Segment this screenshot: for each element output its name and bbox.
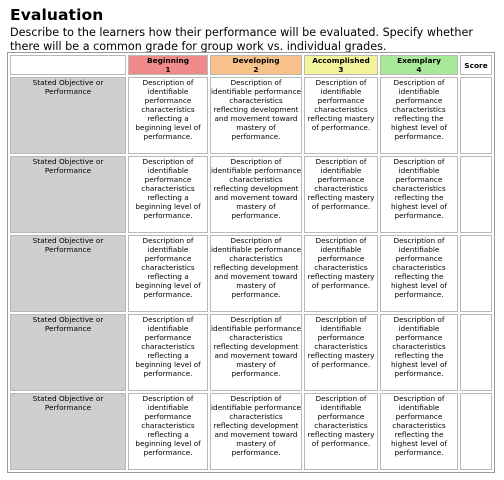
header-exemplary-level: 4 bbox=[416, 65, 422, 74]
header-beginning: Beginning 1 bbox=[128, 55, 208, 75]
score-cell[interactable] bbox=[460, 314, 492, 391]
score-cell[interactable] bbox=[460, 235, 492, 312]
beginning-description: Description of identifiable performance … bbox=[128, 235, 208, 312]
header-developing: Developing 2 bbox=[210, 55, 302, 75]
developing-description: Description of identifiable performance … bbox=[210, 314, 302, 391]
header-developing-level: 2 bbox=[253, 65, 259, 74]
accomplished-description: Description of identifiable performance … bbox=[304, 156, 378, 233]
rubric-row: Stated Objective or Performance Descript… bbox=[10, 235, 492, 312]
exemplary-description: Description of identifiable performance … bbox=[380, 393, 458, 470]
objective-cell: Stated Objective or Performance bbox=[10, 235, 126, 312]
rubric-row: Stated Objective or Performance Descript… bbox=[10, 77, 492, 154]
objective-cell: Stated Objective or Performance bbox=[10, 156, 126, 233]
header-exemplary: Exemplary 4 bbox=[380, 55, 458, 75]
objective-cell: Stated Objective or Performance bbox=[10, 314, 126, 391]
exemplary-description: Description of identifiable performance … bbox=[380, 156, 458, 233]
header-blank-cell bbox=[10, 55, 126, 75]
header-accomplished-level: 3 bbox=[338, 65, 344, 74]
accomplished-description: Description of identifiable performance … bbox=[304, 235, 378, 312]
accomplished-description: Description of identifiable performance … bbox=[304, 314, 378, 391]
accomplished-description: Description of identifiable performance … bbox=[304, 393, 378, 470]
rubric-row: Stated Objective or Performance Descript… bbox=[10, 393, 492, 470]
header-beginning-label: Beginning bbox=[146, 56, 190, 65]
accomplished-description: Description of identifiable performance … bbox=[304, 77, 378, 154]
score-cell[interactable] bbox=[460, 156, 492, 233]
objective-cell: Stated Objective or Performance bbox=[10, 393, 126, 470]
rubric-row: Stated Objective or Performance Descript… bbox=[10, 156, 492, 233]
beginning-description: Description of identifiable performance … bbox=[128, 393, 208, 470]
exemplary-description: Description of identifiable performance … bbox=[380, 77, 458, 154]
rubric-row: Stated Objective or Performance Descript… bbox=[10, 314, 492, 391]
header-beginning-level: 1 bbox=[165, 65, 171, 74]
header-developing-label: Developing bbox=[232, 56, 280, 65]
objective-cell: Stated Objective or Performance bbox=[10, 77, 126, 154]
beginning-description: Description of identifiable performance … bbox=[128, 156, 208, 233]
header-score: Score bbox=[460, 55, 492, 75]
header-accomplished: Accomplished 3 bbox=[304, 55, 378, 75]
developing-description: Description of identifiable performance … bbox=[210, 235, 302, 312]
header-exemplary-label: Exemplary bbox=[397, 56, 441, 65]
rubric-header-row: Beginning 1 Developing 2 Accomplished 3 … bbox=[10, 55, 492, 75]
beginning-description: Description of identifiable performance … bbox=[128, 77, 208, 154]
header-accomplished-label: Accomplished bbox=[312, 56, 370, 65]
beginning-description: Description of identifiable performance … bbox=[128, 314, 208, 391]
exemplary-description: Description of identifiable performance … bbox=[380, 314, 458, 391]
score-cell[interactable] bbox=[460, 77, 492, 154]
developing-description: Description of identifiable performance … bbox=[210, 77, 302, 154]
exemplary-description: Description of identifiable performance … bbox=[380, 235, 458, 312]
page-title: Evaluation bbox=[10, 6, 104, 24]
developing-description: Description of identifiable performance … bbox=[210, 393, 302, 470]
intro-text: Describe to the learners how their perfo… bbox=[10, 26, 473, 53]
rubric-table: Beginning 1 Developing 2 Accomplished 3 … bbox=[7, 52, 495, 473]
developing-description: Description of identifiable performance … bbox=[210, 156, 302, 233]
score-cell[interactable] bbox=[460, 393, 492, 470]
